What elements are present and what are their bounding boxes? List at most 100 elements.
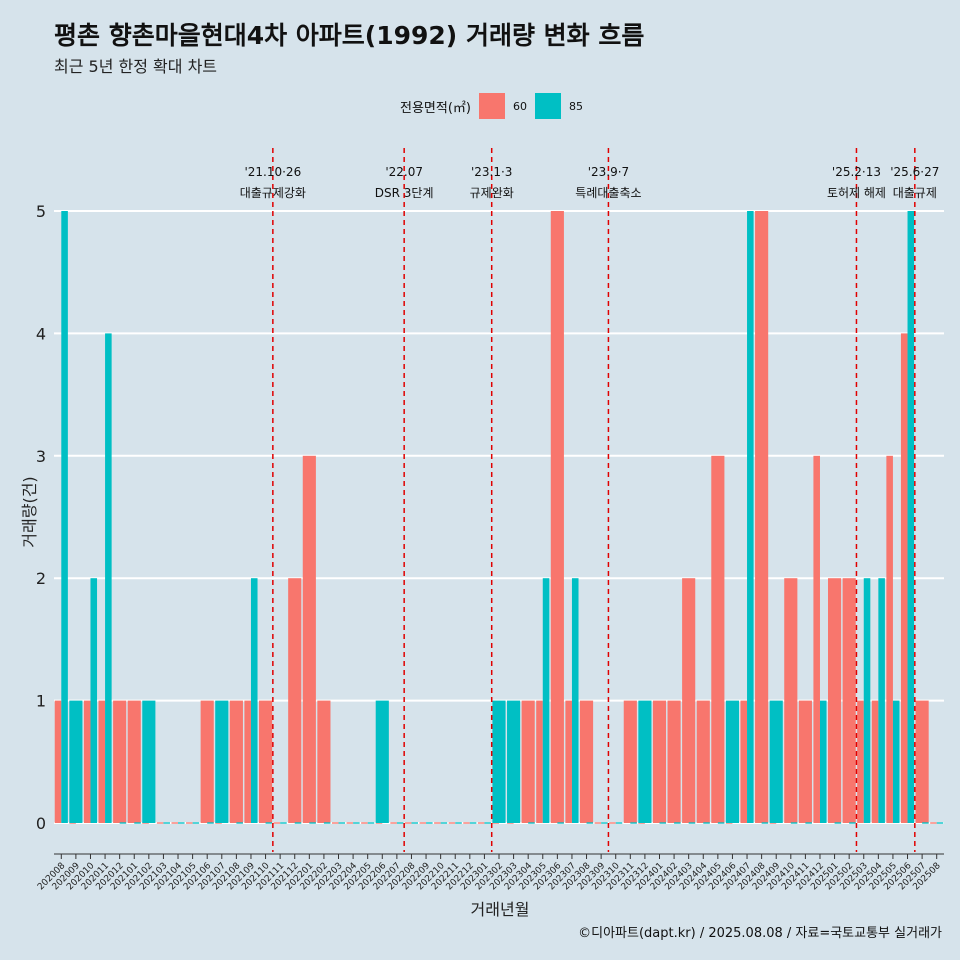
bar-85-202104 xyxy=(178,822,185,824)
bar-85-202312 xyxy=(638,700,652,823)
event-name-label: 규제완화 xyxy=(470,186,514,200)
bar-60-202208 xyxy=(404,822,412,824)
bar-60-202203 xyxy=(331,822,339,824)
bar-85-202305 xyxy=(542,578,550,823)
bar-85-202309 xyxy=(601,822,608,824)
bar-85-202210 xyxy=(440,822,448,824)
bar-85-202109 xyxy=(250,578,258,823)
bar-85-202408 xyxy=(761,822,769,824)
bar-85-202306 xyxy=(557,822,564,824)
bar-60-202111 xyxy=(273,822,281,824)
bar-60-202101 xyxy=(127,700,141,823)
bar-85-202108 xyxy=(236,822,243,824)
bar-60-202401 xyxy=(652,700,667,823)
event-name-label: 토허제 해제 xyxy=(827,186,886,200)
bar-85-202411 xyxy=(805,822,812,824)
bar-60-202109 xyxy=(244,700,251,823)
bar-85-202501 xyxy=(834,822,842,824)
bar-60-202212 xyxy=(463,822,470,824)
bar-85-202009 xyxy=(69,700,83,823)
bar-60-202209 xyxy=(419,822,427,824)
bar-85-202401 xyxy=(659,822,667,824)
bar-60-202012 xyxy=(113,700,127,823)
bar-60-202011 xyxy=(98,700,106,823)
bar-60-202503 xyxy=(857,700,864,823)
bar-85-202012 xyxy=(119,822,127,824)
bar-60-202506 xyxy=(900,333,908,823)
bar-85-202202 xyxy=(323,822,331,824)
bar-60-202210 xyxy=(434,822,441,824)
bar-60-202505 xyxy=(886,455,893,823)
bar-85-202503 xyxy=(863,578,871,823)
bar-60-202307 xyxy=(565,700,572,823)
bar-60-202411 xyxy=(798,700,812,823)
bar-85-202101 xyxy=(134,822,141,824)
bar-60-202103 xyxy=(156,822,164,824)
bar-60-202112 xyxy=(288,578,302,823)
event-date-label: '21.10·26 xyxy=(244,165,301,179)
y-tick-label: 5 xyxy=(36,202,46,221)
bar-60-202305 xyxy=(536,700,543,823)
bar-85-202105 xyxy=(192,822,200,824)
bar-85-202008 xyxy=(61,211,68,823)
bar-60-202408 xyxy=(755,211,769,823)
bar-60-202308 xyxy=(579,700,594,823)
bar-85-202205 xyxy=(367,822,375,824)
bar-85-202402 xyxy=(674,822,681,824)
bar-85-202407 xyxy=(747,211,754,823)
bar-85-202203 xyxy=(338,822,346,824)
bar-60-202407 xyxy=(740,700,748,823)
bar-85-202410 xyxy=(790,822,798,824)
bar-85-202406 xyxy=(725,700,740,823)
bar-85-202412 xyxy=(819,700,827,823)
bar-85-202504 xyxy=(878,578,885,823)
bar-85-202103 xyxy=(163,822,170,824)
bar-85-202311 xyxy=(630,822,637,824)
bar-60-202304 xyxy=(521,700,535,823)
bar-85-202102 xyxy=(142,700,156,823)
bar-60-202403 xyxy=(682,578,696,823)
bar-85-202206 xyxy=(375,700,389,823)
bar-85-202010 xyxy=(90,578,98,823)
bar-85-202409 xyxy=(769,700,783,823)
x-axis-label: 거래년월 xyxy=(470,900,530,919)
bar-60-202110 xyxy=(258,700,273,823)
bar-85-202106 xyxy=(207,822,214,824)
bar-85-202011 xyxy=(105,333,112,823)
bar-60-202402 xyxy=(667,700,681,823)
bar-85-202304 xyxy=(528,822,535,824)
bar-60-202108 xyxy=(229,700,243,823)
bar-60-202201 xyxy=(302,455,316,823)
y-tick-label: 0 xyxy=(36,814,46,833)
legend: 전용면적(㎡) 60 85 xyxy=(400,93,591,119)
bar-60-202105 xyxy=(186,822,193,824)
legend-key-85 xyxy=(534,93,561,119)
chart-title: 평촌 향촌마을현대4차 아파트(1992) 거래량 변화 흐름 xyxy=(54,21,645,50)
source-caption: ©디아파트(dapt.kr) / 2025.08.08 / 자료=국토교통부 실… xyxy=(578,926,942,941)
y-axis-label: 거래량(건) xyxy=(20,476,39,548)
bar-85-202310 xyxy=(615,822,623,824)
event-name-label: DSR 3단계 xyxy=(375,186,434,200)
bar-85-202404 xyxy=(703,822,710,824)
bar-85-202211 xyxy=(455,822,462,824)
y-tick-label: 4 xyxy=(36,324,46,343)
y-tick-label: 2 xyxy=(36,569,46,588)
bar-60-202504 xyxy=(871,700,879,823)
bar-60-202202 xyxy=(317,700,331,823)
bar-85-202207 xyxy=(396,822,404,824)
bar-60-202404 xyxy=(696,700,710,823)
bar-85-202212 xyxy=(469,822,477,824)
bar-60-202309 xyxy=(594,822,602,824)
bar-60-202508 xyxy=(930,822,937,824)
bar-85-202107 xyxy=(215,700,229,823)
bar-85-202112 xyxy=(294,822,302,824)
bar-60-202410 xyxy=(784,578,798,823)
bar-60-202211 xyxy=(448,822,456,824)
bar-60-202106 xyxy=(200,700,214,823)
event-date-label: '25.2·13 xyxy=(832,165,881,179)
bar-85-202505 xyxy=(892,700,900,823)
bar-60-202301 xyxy=(477,822,485,824)
bar-85-202209 xyxy=(426,822,433,824)
y-tick-label: 3 xyxy=(36,447,46,466)
